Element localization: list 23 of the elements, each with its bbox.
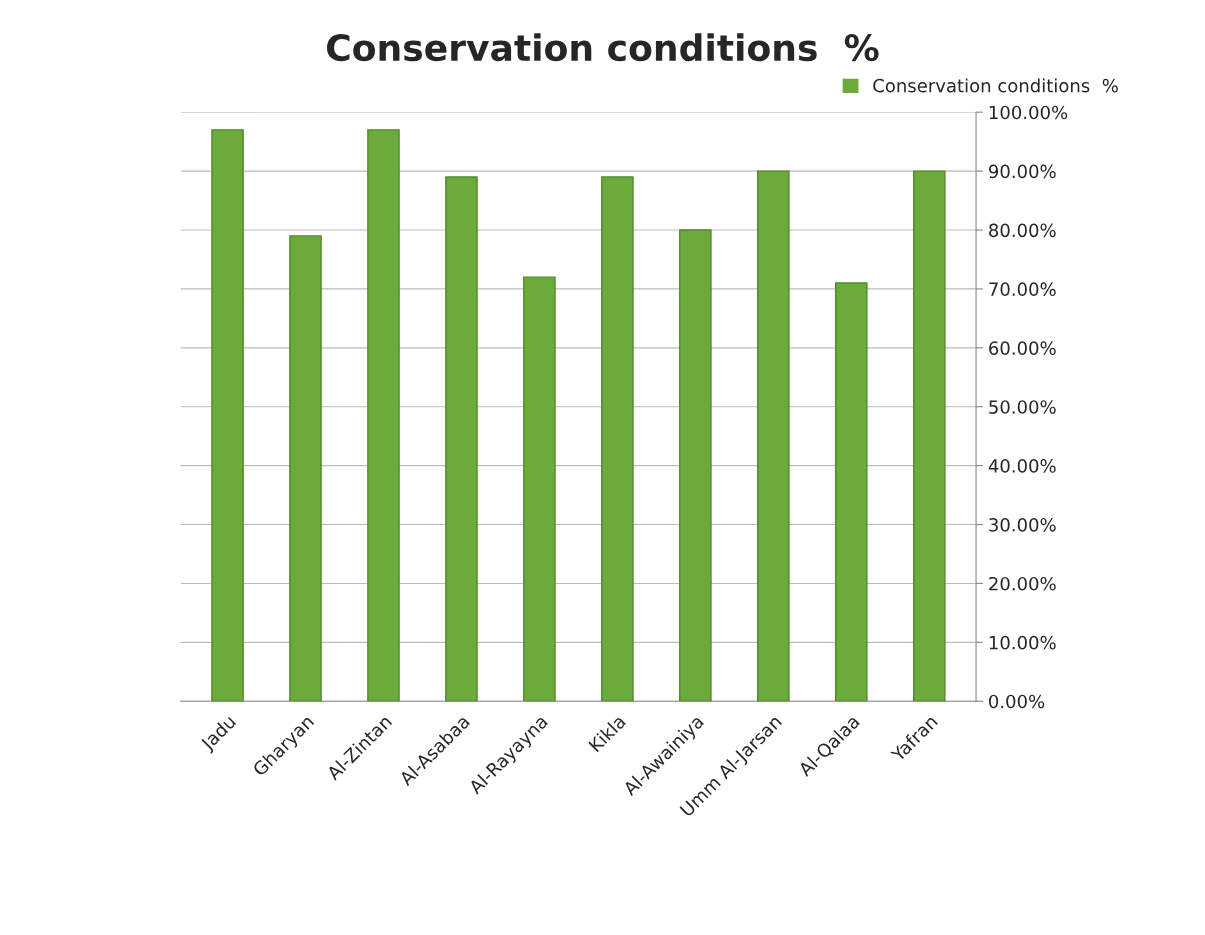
bar: [912, 170, 946, 702]
y-tick-label: 30.00%: [989, 517, 1056, 532]
y-tick-label: 80.00%: [989, 223, 1056, 238]
y-tick-label: 60.00%: [989, 341, 1056, 355]
bar: [757, 170, 790, 702]
y-tick-label: 90.00%: [988, 164, 1056, 179]
y-tick-label: 70.00%: [989, 282, 1056, 297]
bar: [523, 276, 556, 702]
chart-title: Conservation conditions %: [327, 33, 879, 62]
bar: [289, 235, 322, 702]
y-tick-label: 0.00%: [989, 694, 1045, 709]
legend-label: Conservation conditions %: [873, 78, 1118, 93]
bar: [367, 129, 400, 702]
y-tick-label: 40.00%: [988, 459, 1056, 473]
bar: [445, 176, 478, 702]
y-tick-label: 100.00%: [989, 105, 1068, 120]
y-tick-label: 50.00%: [989, 400, 1056, 414]
bar: [211, 129, 244, 702]
y-tick-label: 10.00%: [989, 635, 1056, 650]
bar: [601, 176, 634, 702]
y-tick-label: 20.00%: [989, 576, 1056, 591]
bar: [679, 229, 712, 702]
bar: [835, 282, 868, 702]
